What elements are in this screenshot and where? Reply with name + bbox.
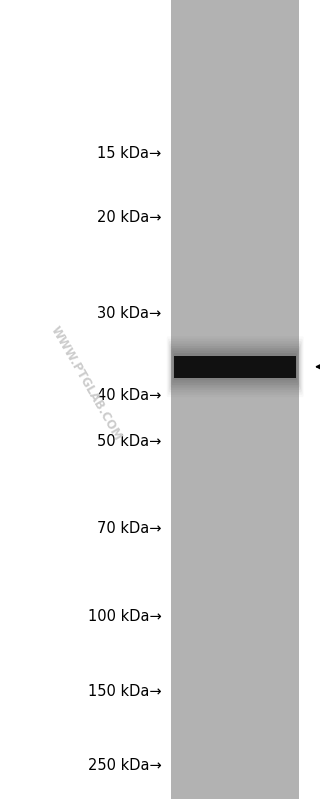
Bar <box>171 0 299 799</box>
Text: 20 kDa→: 20 kDa→ <box>97 210 162 225</box>
Text: WWW.PTGLAB.COM: WWW.PTGLAB.COM <box>48 324 124 443</box>
Text: 250 kDa→: 250 kDa→ <box>88 758 162 773</box>
Text: 150 kDa→: 150 kDa→ <box>88 684 162 698</box>
Text: 70 kDa→: 70 kDa→ <box>97 522 162 536</box>
Text: 30 kDa→: 30 kDa→ <box>97 306 162 320</box>
FancyBboxPatch shape <box>173 353 297 380</box>
FancyBboxPatch shape <box>172 348 299 385</box>
FancyBboxPatch shape <box>169 341 302 392</box>
Text: 15 kDa→: 15 kDa→ <box>97 146 162 161</box>
FancyBboxPatch shape <box>170 344 301 390</box>
FancyBboxPatch shape <box>172 351 298 383</box>
Text: 40 kDa→: 40 kDa→ <box>97 388 162 403</box>
Text: 50 kDa→: 50 kDa→ <box>97 434 162 448</box>
FancyBboxPatch shape <box>171 346 300 388</box>
Bar <box>174 356 296 378</box>
Text: 100 kDa→: 100 kDa→ <box>88 610 162 624</box>
